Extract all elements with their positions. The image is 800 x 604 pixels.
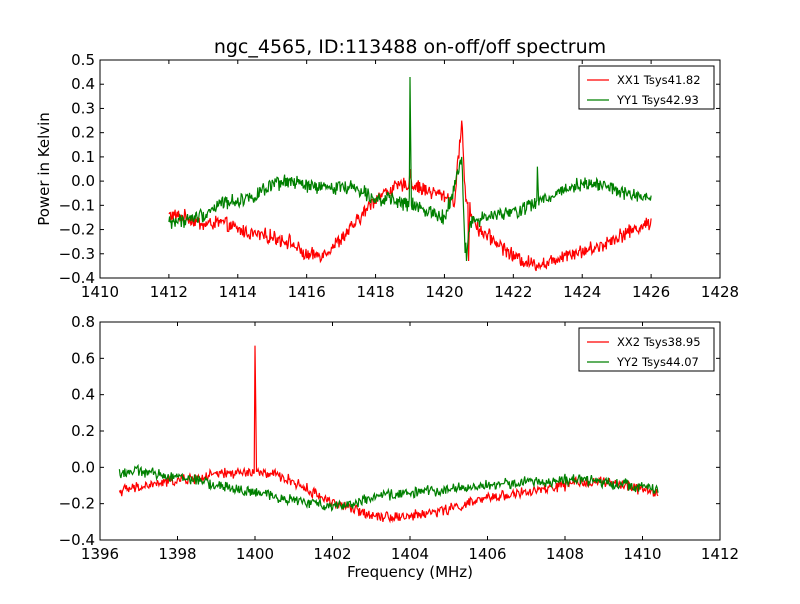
y-tick-label: −0.3 — [59, 245, 95, 263]
chart-2: Frequency (MHz) 1396 1398 1400 1402 1404 1406 1… — [59, 313, 740, 581]
x-tick-label: 1410 — [623, 545, 661, 563]
y-tick-label: 0.4 — [71, 75, 95, 93]
series-line-2 — [168, 76, 652, 262]
x-tick-label: 1424 — [563, 283, 601, 301]
legend: XX1 Tsys41.82 YY1 Tsys42.93 — [578, 65, 715, 110]
x-tick-label: 1396 — [81, 545, 119, 563]
y-tick-label: 0.0 — [71, 458, 95, 476]
legend-label: XX2 Tsys38.95 — [617, 335, 701, 349]
chart-1: ngc_4565, ID:113488 on-off/off spectrum P… — [35, 36, 739, 301]
chart-title: ngc_4565, ID:113488 on-off/off spectrum — [214, 36, 606, 58]
legend-box — [578, 65, 715, 110]
y-tick-label: 0.0 — [71, 172, 95, 190]
x-tick-label: 1422 — [494, 283, 532, 301]
y-tick-label: −0.1 — [59, 196, 95, 214]
x-tick-label: 1426 — [632, 283, 670, 301]
x-tick-label: 1406 — [468, 545, 506, 563]
x-tick-label: 1402 — [313, 545, 351, 563]
x-axis-label: Frequency (MHz) — [347, 563, 473, 581]
x-tick-label: 1400 — [236, 545, 274, 563]
x-tick-label: 1398 — [158, 545, 196, 563]
legend: XX2 Tsys38.95 YY2 Tsys44.07 — [578, 327, 715, 372]
axes-frame — [99, 59, 721, 279]
y-tick-label: −0.4 — [59, 531, 95, 549]
x-tick-label: 1408 — [546, 545, 584, 563]
legend-box — [578, 327, 715, 372]
legend-label: YY2 Tsys44.07 — [616, 355, 699, 369]
x-tick-label: 1412 — [150, 283, 188, 301]
y-tick-label: 0.2 — [71, 422, 95, 440]
x-tick-label: 1420 — [425, 283, 463, 301]
y-tick-label: −0.2 — [59, 221, 95, 239]
legend-label: XX1 Tsys41.82 — [617, 73, 701, 87]
x-tick-label: 1418 — [356, 283, 394, 301]
y-axis-label: Power in Kelvin — [35, 112, 53, 226]
y-tick-label: 0.5 — [71, 51, 95, 69]
series-line-2 — [118, 463, 659, 512]
y-tick-label: 0.1 — [71, 148, 95, 166]
y-tick-label: −0.2 — [59, 495, 95, 513]
y-tick-label: 0.4 — [71, 386, 95, 404]
x-tick-label: 1428 — [701, 283, 739, 301]
series-line-1 — [118, 345, 659, 524]
legend-label: YY1 Tsys42.93 — [616, 93, 699, 107]
x-tick-label: 1416 — [288, 283, 326, 301]
x-tick-label: 1412 — [701, 545, 739, 563]
x-tick-label: 1404 — [391, 545, 429, 563]
y-tick-label: −0.4 — [59, 269, 95, 287]
y-tick-label: 0.8 — [71, 313, 95, 331]
x-tick-label: 1410 — [81, 283, 119, 301]
y-tick-label: 0.6 — [71, 349, 95, 367]
y-tick-label: 0.2 — [71, 124, 95, 142]
x-tick-label: 1414 — [219, 283, 257, 301]
y-tick-label: 0.3 — [71, 99, 95, 117]
